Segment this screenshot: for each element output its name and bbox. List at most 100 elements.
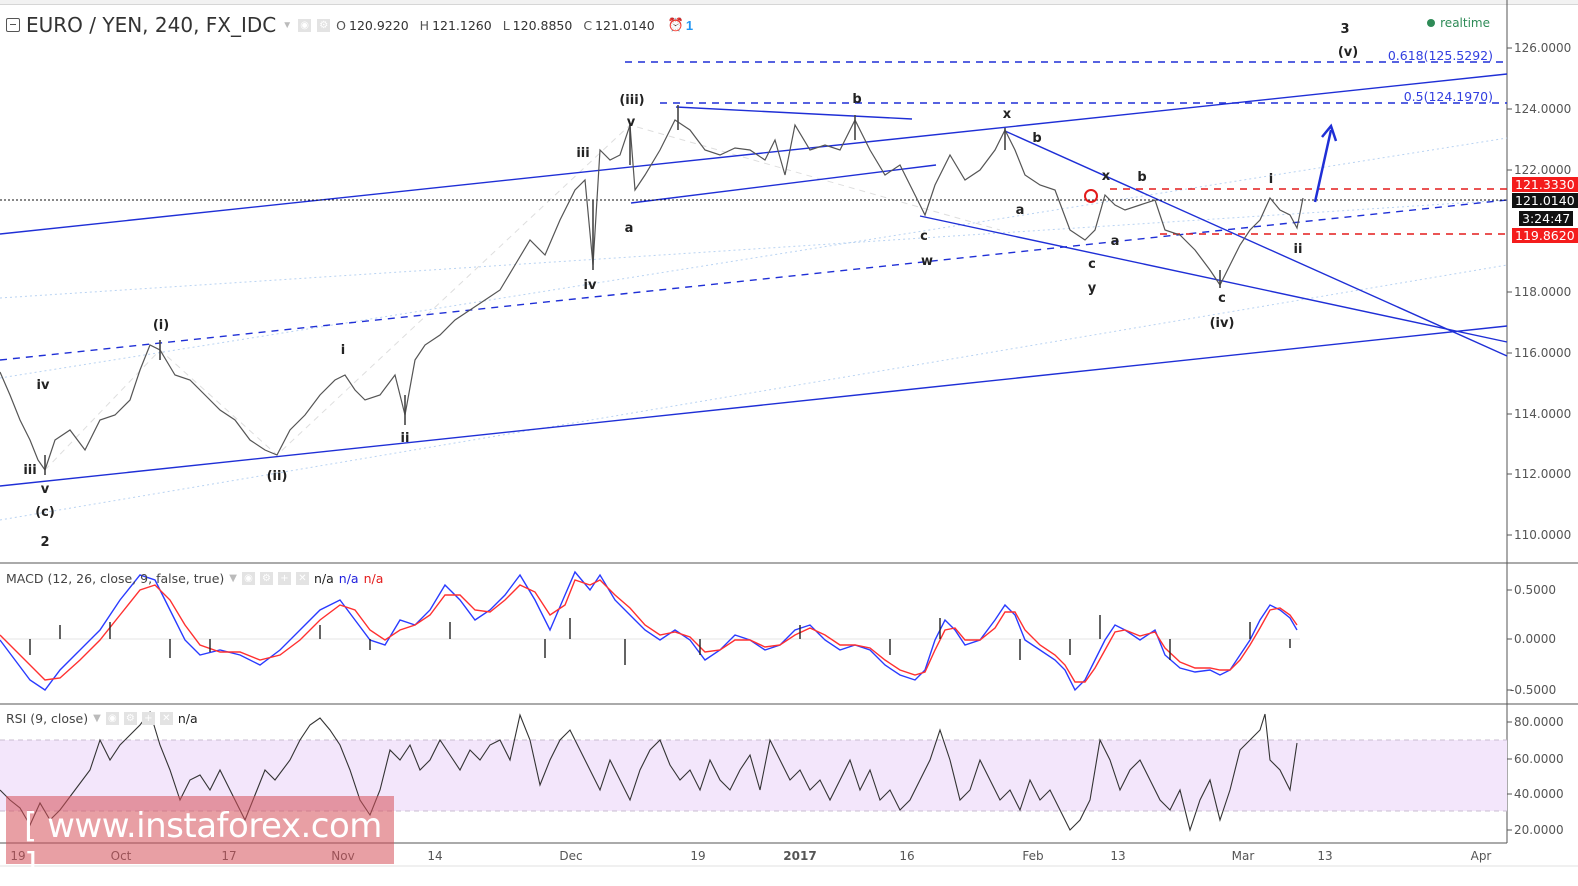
svg-text:c: c (920, 229, 928, 244)
svg-text:20.0000: 20.0000 (1514, 823, 1564, 837)
alert-marker-icon (1084, 189, 1098, 203)
symbol-legend: EURO / YEN, 240, FX_IDC ▼ ◉ ⚙ O 120.9220 … (6, 12, 693, 38)
svg-text:v: v (41, 482, 50, 497)
svg-text:126.0000: 126.0000 (1514, 41, 1571, 55)
projection-arrow-icon (1313, 123, 1338, 203)
svg-text:x: x (1003, 107, 1012, 122)
fib-50-label: 0.5(124.1970) (1404, 89, 1493, 104)
ohlc-values: O 120.9220 H 121.1260 L 120.8850 C 121.0140 (336, 17, 655, 33)
svg-text:iii: iii (23, 463, 36, 478)
candle-wicks (44, 105, 1221, 475)
rsi-line (0, 710, 1298, 832)
alert-count: 1 (685, 17, 694, 33)
svg-text:0.5000: 0.5000 (1514, 583, 1556, 597)
status-dot-icon (1427, 19, 1436, 27)
svg-text:122.0000: 122.0000 (1514, 163, 1571, 177)
close-icon[interactable]: ✕ (295, 572, 309, 585)
svg-text:40.0000: 40.0000 (1514, 787, 1564, 801)
svg-text:a: a (1111, 234, 1120, 249)
macd-legend: MACD (12, 26, close, 9, false, true) ▼ ◉… (6, 571, 383, 586)
svg-text:Mar: Mar (1232, 849, 1255, 863)
macd-histogram-value: n/a (313, 571, 334, 586)
svg-text:a: a (625, 221, 634, 236)
macd-line-value: n/a (338, 571, 359, 586)
svg-text:124.0000: 124.0000 (1514, 102, 1571, 116)
support-price-tag: 119.8620 (1512, 228, 1578, 243)
svg-text:i: i (341, 343, 345, 358)
svg-text:80.0000: 80.0000 (1514, 715, 1564, 729)
resistance-price-tag: 121.3330 (1512, 177, 1578, 192)
close-icon[interactable]: ✕ (159, 712, 173, 725)
svg-text:iv: iv (37, 378, 50, 393)
svg-text:13: 13 (1110, 849, 1125, 863)
svg-text:b: b (1137, 170, 1146, 185)
wave-labels: 2 (c) v iii iv (i) (ii) i ii iii iv v (i… (23, 22, 1358, 550)
svg-text:3: 3 (1340, 22, 1349, 37)
alarm-clock-icon[interactable]: ⏰ (667, 17, 684, 32)
svg-text:i: i (1269, 172, 1273, 187)
symbol-title[interactable]: EURO / YEN, 240, FX_IDC (26, 13, 277, 37)
rsi-title[interactable]: RSI (9, close) (6, 711, 89, 726)
svg-text:2: 2 (40, 535, 49, 550)
macd-axis: 0.5000 0.0000 -0.5000 (1507, 583, 1556, 697)
svg-text:(c): (c) (35, 505, 55, 520)
svg-text:(v): (v) (1338, 45, 1358, 60)
svg-text:60.0000: 60.0000 (1514, 752, 1564, 766)
price-candles (0, 118, 1304, 472)
bar-countdown: 3:24:47 (1519, 211, 1574, 226)
watermark: [ www.instaforex.com ] (6, 796, 394, 886)
realtime-status: realtime (1427, 16, 1490, 30)
svg-text:116.0000: 116.0000 (1514, 346, 1571, 360)
fib-618-label: 0.618(125.5292) (1388, 48, 1493, 63)
svg-text:Feb: Feb (1022, 849, 1043, 863)
svg-text:-0.5000: -0.5000 (1510, 683, 1556, 697)
svg-text:c: c (1218, 291, 1226, 306)
macd-title[interactable]: MACD (12, 26, close, 9, false, true) (6, 571, 225, 586)
svg-text:b: b (1032, 131, 1041, 146)
svg-text:w: w (921, 254, 933, 269)
macd-signal-value: n/a (363, 571, 384, 586)
collapse-icon[interactable] (6, 18, 20, 32)
rsi-axis: 80.0000 60.0000 40.0000 20.0000 (1507, 715, 1564, 837)
svg-text:(iii): (iii) (619, 93, 644, 108)
chevron-down-icon[interactable]: ▼ (282, 19, 293, 31)
svg-text:iii: iii (576, 146, 589, 161)
svg-text:Dec: Dec (559, 849, 582, 863)
chevron-down-icon[interactable]: ▼ (229, 573, 237, 584)
svg-text:iv: iv (584, 278, 597, 293)
svg-text:(ii): (ii) (267, 469, 288, 484)
plus-icon[interactable]: + (277, 572, 291, 585)
trend-lines (0, 73, 1508, 487)
svg-text:a: a (1016, 203, 1025, 218)
svg-text:ii: ii (401, 431, 410, 446)
svg-text:0.0000: 0.0000 (1514, 632, 1556, 646)
current-price-tag: 121.0140 (1512, 193, 1578, 208)
svg-text:ii: ii (1294, 242, 1303, 257)
price-axis: 126.0000 124.0000 122.0000 118.0000 116.… (1507, 41, 1571, 542)
eye-icon[interactable]: ◉ (298, 18, 312, 32)
svg-text:112.0000: 112.0000 (1514, 467, 1571, 481)
macd-pane (0, 570, 1300, 692)
svg-text:118.0000: 118.0000 (1514, 285, 1571, 299)
rsi-legend: RSI (9, close) ▼ ◉ ⚙ + ✕ n/a (6, 711, 198, 726)
svg-text:v: v (627, 115, 636, 130)
svg-text:y: y (1088, 281, 1097, 296)
rsi-value: n/a (177, 711, 198, 726)
svg-text:b: b (852, 92, 861, 107)
plus-icon[interactable]: + (141, 712, 155, 725)
svg-text:16: 16 (899, 849, 914, 863)
chevron-down-icon[interactable]: ▼ (93, 713, 101, 724)
eye-icon[interactable]: ◉ (241, 572, 255, 585)
svg-text:Apr: Apr (1471, 849, 1492, 863)
eye-icon[interactable]: ◉ (105, 712, 119, 725)
gear-icon[interactable]: ⚙ (317, 18, 331, 32)
svg-text:2017: 2017 (783, 849, 816, 863)
svg-text:14: 14 (427, 849, 442, 863)
svg-text:13: 13 (1317, 849, 1332, 863)
gear-icon[interactable]: ⚙ (123, 712, 137, 725)
svg-text:(i): (i) (153, 318, 169, 333)
svg-text:c: c (1088, 257, 1096, 272)
gear-icon[interactable]: ⚙ (259, 572, 273, 585)
top-toolbar-edge (0, 0, 1578, 5)
